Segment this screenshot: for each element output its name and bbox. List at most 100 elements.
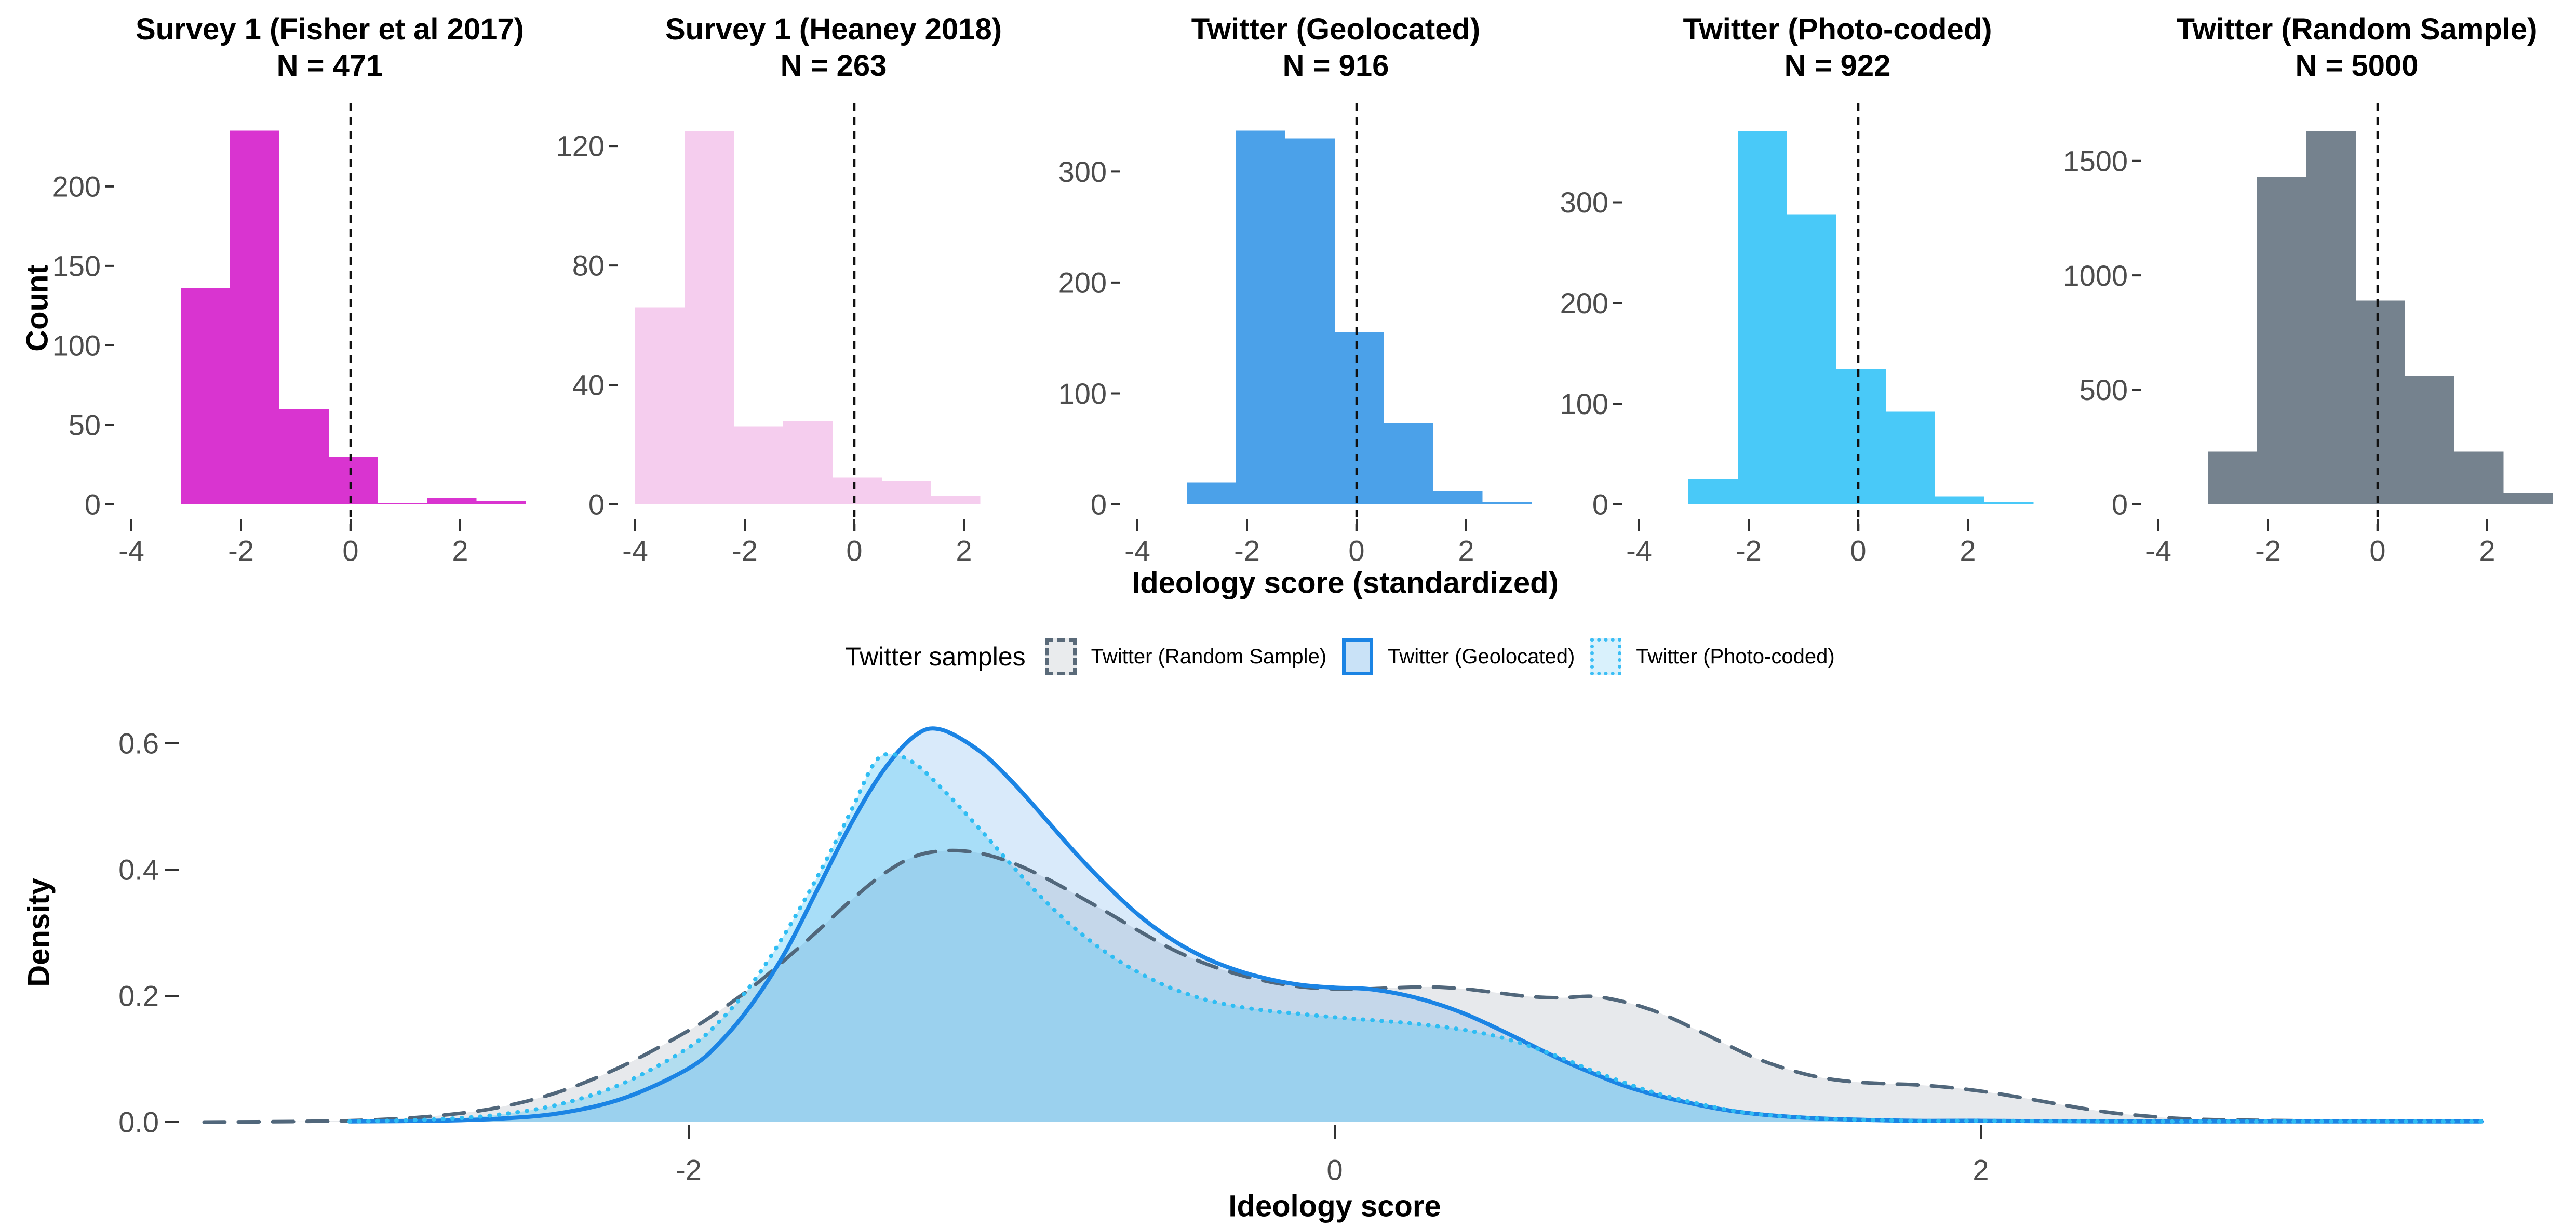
y-tick-label: 0 — [1592, 488, 1608, 521]
y-tick-label: 100 — [52, 329, 101, 362]
x-tick-label: -4 — [118, 535, 144, 567]
density-line — [347, 752, 2484, 1124]
legend-key-geolocated-icon — [1342, 638, 1374, 675]
density-area — [204, 850, 2482, 1122]
hist-bar — [2306, 131, 2356, 505]
y-tick-label: 1000 — [2063, 259, 2128, 292]
y-tick-label: 100 — [1058, 377, 1107, 410]
x-tick-label: 2 — [2479, 535, 2495, 567]
hist-bar — [427, 498, 477, 504]
x-axis-title-histograms: Ideology score (standardized) — [1132, 566, 1559, 600]
density-axis-title: Density — [22, 878, 56, 987]
y-tick-label: 0.6 — [118, 727, 159, 760]
hist-bar — [2207, 451, 2257, 504]
y-tick-label: 0 — [588, 488, 605, 521]
density-area — [349, 728, 2482, 1122]
hist-bar — [1688, 479, 1738, 504]
x-tick-label: -2 — [732, 535, 758, 567]
panel-title-heaney: Survey 1 (Heaney 2018) N = 263 — [595, 11, 1072, 84]
hist-bar — [1433, 491, 1483, 504]
y-tick-label: 500 — [2079, 374, 2128, 406]
panel-title-line1: Survey 1 (Heaney 2018) — [665, 12, 1002, 46]
hist-bar — [1984, 502, 2034, 504]
hist-bar — [1885, 411, 1935, 504]
density-line — [202, 848, 2484, 1124]
hist-bar — [684, 131, 734, 504]
x-tick-label: 0 — [1326, 1154, 1343, 1186]
hist-bar — [1935, 496, 1984, 504]
y-tick-label: 80 — [572, 249, 605, 282]
legend-item-random-sample: Twitter (Random Sample) — [1045, 638, 1326, 675]
density-line — [347, 726, 2484, 1124]
x-tick-label: 2 — [452, 535, 468, 567]
hist-bar — [931, 495, 981, 504]
hist-bar — [2355, 300, 2405, 504]
hist-bar — [881, 481, 931, 504]
panel-title-random: Twitter (Random Sample) N = 5000 — [2118, 11, 2576, 84]
y-tick-label: 0.0 — [118, 1106, 159, 1139]
panel-n-label: N = 922 — [1784, 49, 1891, 83]
y-tick-label: 200 — [1058, 266, 1107, 299]
y-tick-label: 0.4 — [118, 853, 159, 886]
panel-title-line1: Twitter (Random Sample) — [2176, 12, 2538, 46]
hist-bar — [328, 457, 378, 504]
hist-bar — [733, 426, 783, 504]
count-axis-title: Count — [20, 264, 55, 352]
panel-title-geolocated: Twitter (Geolocated) N = 916 — [1097, 11, 1575, 84]
hist-bar — [832, 477, 882, 504]
legend-title: Twitter samples — [845, 642, 1026, 671]
hist-bar — [783, 421, 833, 504]
hist-bar — [2503, 492, 2553, 504]
hist-bar — [1186, 482, 1236, 504]
hist-bar — [635, 307, 685, 504]
panel-title-line1: Twitter (Photo-coded) — [1683, 12, 1992, 46]
panel-n-label: N = 263 — [780, 49, 887, 83]
y-tick-label: 300 — [1058, 155, 1107, 188]
x-tick-label: 2 — [1960, 535, 1976, 567]
y-tick-label: 300 — [1560, 186, 1608, 219]
x-tick-label: 2 — [1973, 1154, 1989, 1186]
y-tick-label: 0 — [85, 488, 101, 521]
hist-bar — [2454, 451, 2504, 504]
x-tick-label: -4 — [2145, 535, 2171, 567]
hist-bar — [1737, 130, 1787, 505]
legend-label: Twitter (Geolocated) — [1388, 645, 1575, 668]
y-tick-label: 200 — [52, 170, 101, 203]
panel-n-label: N = 471 — [276, 49, 383, 83]
legend-key-photo-coded-icon — [1590, 638, 1622, 675]
y-tick-label: 150 — [52, 249, 101, 282]
x-tick-label: 0 — [342, 535, 358, 567]
legend-item-geolocated: Twitter (Geolocated) — [1342, 638, 1575, 675]
hist-bar — [1236, 130, 1285, 505]
density-area — [349, 754, 2482, 1122]
hist-bar — [1285, 138, 1335, 504]
hist-bar — [378, 502, 427, 504]
y-tick-label: 40 — [572, 369, 605, 402]
x-tick-label: -2 — [2255, 535, 2281, 567]
x-tick-label: -2 — [1736, 535, 1762, 567]
hist-bar — [279, 409, 329, 504]
panel-title-line1: Survey 1 (Fisher et al 2017) — [136, 12, 524, 46]
legend-label: Twitter (Random Sample) — [1091, 645, 1327, 668]
x-tick-label: 2 — [956, 535, 972, 567]
x-tick-label: -4 — [622, 535, 648, 567]
panel-title-fisher: Survey 1 (Fisher et al 2017) N = 471 — [91, 11, 569, 84]
y-tick-label: 50 — [69, 409, 101, 442]
x-tick-label: 0 — [1348, 535, 1364, 567]
y-tick-label: 0.2 — [118, 980, 159, 1012]
y-tick-label: 120 — [556, 130, 605, 163]
y-tick-label: 0 — [1091, 488, 1107, 521]
x-tick-label: 0 — [846, 535, 862, 567]
hist-bar — [180, 288, 230, 504]
hist-bar — [476, 501, 526, 504]
x-tick-label: -4 — [1124, 535, 1150, 567]
legend: Twitter samples Twitter (Random Sample) … — [104, 625, 2576, 688]
legend-key-random-sample-icon — [1045, 638, 1077, 675]
y-tick-label: 100 — [1560, 388, 1608, 420]
panel-n-label: N = 916 — [1282, 49, 1389, 83]
hist-bar — [2405, 376, 2454, 504]
x-axis-title-density: Ideology score — [1228, 1189, 1441, 1223]
x-tick-label: -2 — [1234, 535, 1260, 567]
